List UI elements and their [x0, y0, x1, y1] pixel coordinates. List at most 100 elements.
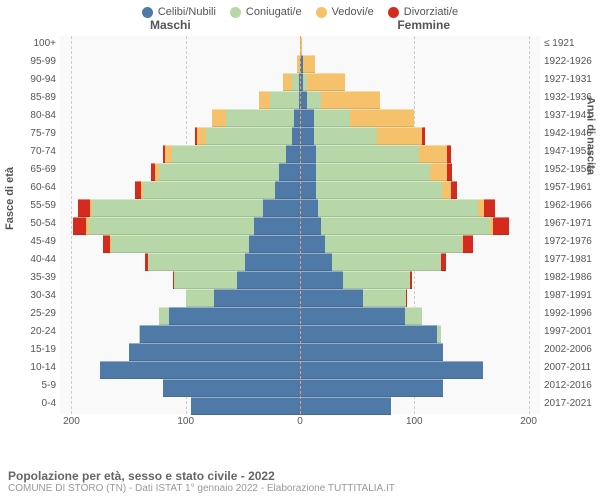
y-axis-label-left: Fasce di età: [4, 167, 16, 230]
segment-w: [321, 91, 380, 109]
bar-male: [73, 217, 300, 233]
segment-c: [111, 235, 248, 253]
segment-w: [197, 127, 206, 145]
segment-c: [316, 163, 430, 181]
segment-w: [419, 145, 448, 163]
segment-c: [148, 253, 245, 271]
segment-c: [363, 289, 406, 307]
y-label-birth: 2002-2006: [544, 342, 600, 360]
segment-c: [405, 307, 422, 325]
segment-c: [186, 289, 215, 307]
segment-s: [300, 253, 332, 271]
legend-dot: [142, 7, 153, 18]
segment-d: [447, 145, 450, 163]
x-tick-label: 200: [520, 416, 537, 427]
y-label-birth: 1982-1986: [544, 270, 600, 288]
segment-d: [447, 163, 452, 181]
y-label-age: 85-89: [16, 90, 56, 108]
segment-s: [300, 235, 325, 253]
header-female: Femmine: [397, 18, 450, 32]
bar-female: [300, 109, 414, 125]
segment-d: [410, 271, 412, 289]
y-label-age: 35-39: [16, 270, 56, 288]
y-label-birth: 2007-2011: [544, 360, 600, 378]
segment-w: [430, 163, 447, 181]
segment-d: [422, 127, 424, 145]
segment-c: [172, 145, 286, 163]
y-label-age: 10-14: [16, 360, 56, 378]
y-label-birth: 1967-1971: [544, 216, 600, 234]
y-label-age: 5-9: [16, 378, 56, 396]
legend-label: Celibi/Nubili: [158, 6, 216, 18]
bar-male: [195, 127, 300, 143]
x-tick-label: 100: [177, 416, 194, 427]
legend-label: Coniugati/e: [246, 6, 302, 18]
bar-male: [78, 199, 300, 215]
bar-male: [145, 253, 300, 269]
y-label-birth: 1977-1981: [544, 252, 600, 270]
bar-male: [151, 163, 300, 179]
segment-s: [169, 307, 300, 325]
bar-female: [300, 253, 446, 269]
segment-w: [442, 181, 451, 199]
y-label-birth: 2012-2016: [544, 378, 600, 396]
segment-s: [300, 289, 363, 307]
y-label-birth: 1922-1926: [544, 54, 600, 72]
bar-female: [300, 127, 425, 143]
segment-c: [325, 235, 462, 253]
x-axis-labels: 2001000100200: [60, 416, 540, 432]
segment-c: [332, 253, 441, 271]
segment-c: [292, 73, 299, 91]
legend-item: Vedovi/e: [316, 6, 374, 18]
y-label-birth: 1957-1961: [544, 180, 600, 198]
bar-female: [300, 181, 457, 197]
chart-container: Celibi/Nubili Coniugati/e Vedovi/e Divorzia…: [0, 0, 600, 500]
segment-w: [165, 145, 172, 163]
segment-s: [300, 181, 316, 199]
legend-item: Coniugati/e: [230, 6, 302, 18]
bar-female: [300, 271, 412, 287]
segment-s: [300, 307, 405, 325]
segment-c: [314, 127, 377, 145]
legend-label: Vedovi/e: [332, 6, 374, 18]
segment-s: [300, 325, 437, 343]
segment-d: [484, 199, 495, 217]
header-male: Maschi: [150, 18, 191, 32]
segment-c: [316, 145, 419, 163]
segment-c: [159, 307, 168, 325]
bar-female: [300, 217, 509, 233]
segment-d: [103, 235, 110, 253]
y-label-age: 90-94: [16, 72, 56, 90]
segment-c: [89, 217, 255, 235]
bar-female: [300, 343, 443, 359]
bar-female: [300, 163, 452, 179]
bar-male: [163, 379, 300, 395]
segment-s: [245, 253, 300, 271]
y-label-birth: 1947-1951: [544, 144, 600, 162]
bar-female: [300, 73, 345, 89]
legend-dot: [388, 7, 399, 18]
segment-s: [300, 397, 391, 415]
bar-male: [135, 181, 300, 197]
segment-c: [270, 91, 299, 109]
segment-s: [300, 127, 314, 145]
segment-s: [100, 361, 300, 379]
legend-item: Celibi/Nubili: [142, 6, 216, 18]
y-label-birth: 1932-1936: [544, 90, 600, 108]
y-label-birth: 1937-1941: [544, 108, 600, 126]
legend-item: Divorziati/e: [388, 6, 458, 18]
segment-w: [212, 109, 226, 127]
bar-male: [163, 145, 300, 161]
y-label-age: 20-24: [16, 324, 56, 342]
plot: 100+≤ 192195-991922-192690-941927-193185…: [60, 36, 540, 414]
y-label-age: 70-74: [16, 144, 56, 162]
segment-c: [159, 163, 279, 181]
bar-female: [300, 325, 441, 341]
segment-s: [279, 163, 300, 181]
center-line: [300, 36, 301, 414]
bar-female: [300, 397, 391, 413]
segment-s: [249, 235, 300, 253]
y-label-birth: 1997-2001: [544, 324, 600, 342]
y-label-birth: 1972-1976: [544, 234, 600, 252]
segment-s: [286, 145, 300, 163]
